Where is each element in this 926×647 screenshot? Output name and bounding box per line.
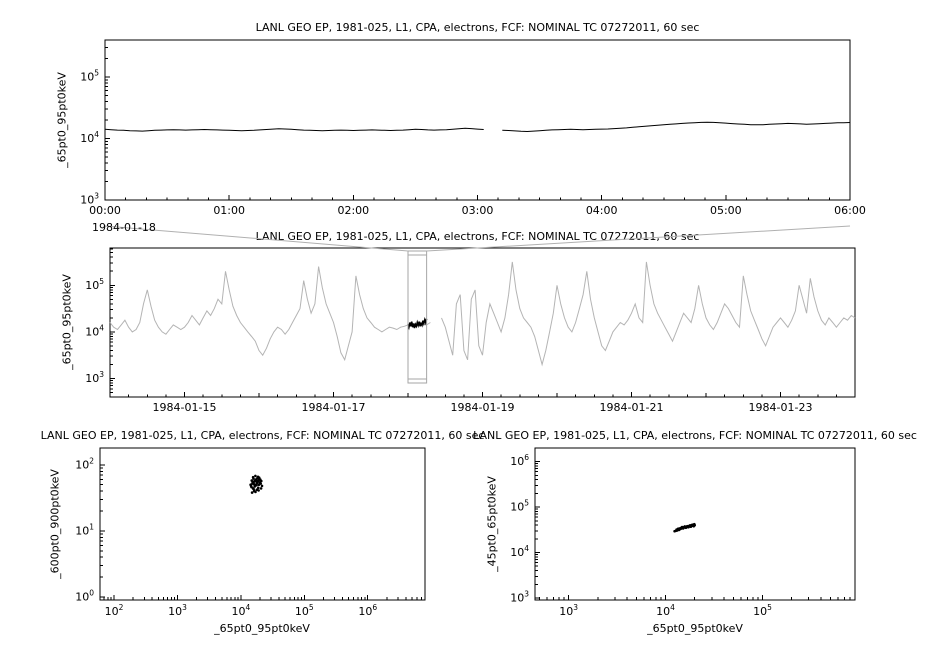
svg-text:03:00: 03:00 <box>462 204 494 217</box>
scatter-right-y-axis: 103 104 105 106 <box>510 447 540 604</box>
context-frame <box>109 247 856 398</box>
top-frame <box>104 39 851 201</box>
top-plot-y-axis-label: _65pt0_95pt0keV <box>55 72 69 168</box>
svg-text:105: 105 <box>295 603 314 618</box>
svg-text:105: 105 <box>80 69 99 84</box>
chart-title-context: LANL GEO EP, 1981-025, L1, CPA, electron… <box>255 230 700 243</box>
scatter-right-x-axis-label: _65pt0_95pt0keV <box>647 622 743 635</box>
scatter-left-y-axis-label: _600pt0_900pt0keV <box>48 469 62 579</box>
svg-text:1984-01-15: 1984-01-15 <box>153 401 217 414</box>
svg-text:104: 104 <box>232 603 251 618</box>
svg-text:103: 103 <box>559 603 578 618</box>
chart-scatter-right: 103 104 105 106 103 104 105 <box>510 447 856 618</box>
svg-text:102: 102 <box>75 456 94 471</box>
chart-title-scatter-left: LANL GEO EP, 1981-025, L1, CPA, electron… <box>40 429 485 442</box>
svg-text:105: 105 <box>753 603 772 618</box>
svg-text:1984-01-23: 1984-01-23 <box>749 401 813 414</box>
context-plot-y-axis-label: _65pt0_95pt0keV <box>60 274 74 370</box>
top-x-axis: 00:00 01:00 02:00 03:00 04:00 05:00 06:00 <box>89 195 866 217</box>
top-plot-date-label: 1984-01-18 <box>92 221 156 234</box>
scatter-right-x-axis: 103 104 105 <box>538 595 856 618</box>
svg-text:103: 103 <box>510 589 529 604</box>
svg-text:101: 101 <box>75 522 94 537</box>
svg-text:102: 102 <box>105 603 124 618</box>
context-series-1 <box>407 316 428 331</box>
scatter-right-points <box>673 522 696 533</box>
svg-text:1984-01-17: 1984-01-17 <box>302 401 366 414</box>
svg-text:100: 100 <box>75 588 94 603</box>
scatter-left-points <box>249 474 264 494</box>
svg-text:104: 104 <box>510 544 529 559</box>
chart-title-scatter-right: LANL GEO EP, 1981-025, L1, CPA, electron… <box>473 429 917 442</box>
svg-text:105: 105 <box>510 499 529 514</box>
svg-text:104: 104 <box>80 130 99 145</box>
scatter-left-y-axis: 100 101 102 <box>75 456 105 603</box>
svg-text:103: 103 <box>168 603 187 618</box>
svg-text:01:00: 01:00 <box>213 204 245 217</box>
top-series-0 <box>104 121 851 133</box>
svg-text:1984-01-19: 1984-01-19 <box>451 401 515 414</box>
scatter-right-frame <box>534 447 856 601</box>
scatter-left-x-axis-label: _65pt0_95pt0keV <box>214 622 310 635</box>
chart-title-top: LANL GEO EP, 1981-025, L1, CPA, electron… <box>255 21 700 34</box>
svg-text:00:00: 00:00 <box>89 204 121 217</box>
context-zoom-selection[interactable] <box>407 250 428 384</box>
scatter-left-x-axis: 102 103 104 105 106 <box>99 595 426 618</box>
zoom-connector-lines <box>104 225 851 252</box>
context-series-0 <box>109 261 856 367</box>
svg-text:104: 104 <box>656 603 675 618</box>
svg-text:05:00: 05:00 <box>710 204 742 217</box>
svg-text:106: 106 <box>358 603 377 618</box>
context-x-axis: 1984-01-15 1984-01-17 1984-01-19 1984-01-21… <box>109 392 856 414</box>
svg-text:103: 103 <box>85 370 104 385</box>
chart-scatter-left: 100 101 102 102 103 104 105 106 <box>75 447 426 618</box>
scatter-right-y-axis-label: _45pt0_65pt0keV <box>485 476 499 572</box>
svg-text:104: 104 <box>85 323 104 338</box>
scatter-left-frame <box>99 447 426 601</box>
svg-text:105: 105 <box>85 277 104 292</box>
svg-text:06:00: 06:00 <box>834 204 866 217</box>
svg-text:04:00: 04:00 <box>586 204 618 217</box>
svg-text:106: 106 <box>510 453 529 468</box>
svg-text:1984-01-21: 1984-01-21 <box>600 401 664 414</box>
svg-text:02:00: 02:00 <box>337 204 369 217</box>
